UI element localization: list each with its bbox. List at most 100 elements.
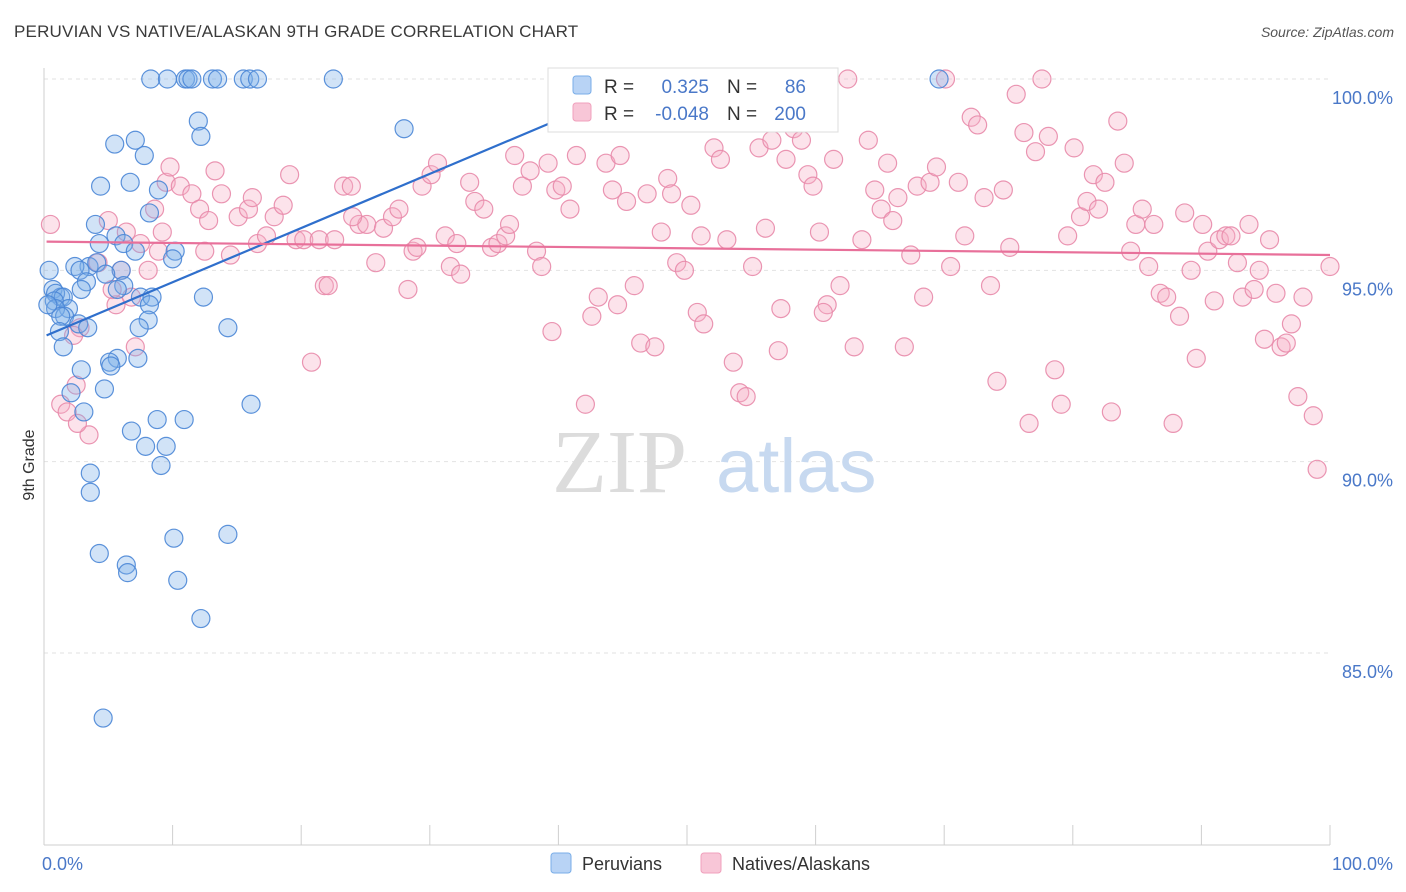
legend-swatch-natives bbox=[572, 102, 592, 122]
data-point bbox=[776, 149, 796, 169]
data-point bbox=[120, 172, 140, 192]
data-point bbox=[134, 145, 154, 166]
data-point bbox=[280, 165, 300, 185]
data-point bbox=[394, 119, 414, 139]
data-point bbox=[941, 256, 961, 277]
y-axis-label: 9th Grade bbox=[21, 429, 38, 500]
data-point bbox=[349, 214, 369, 235]
legend-bottom-label-natives: Natives/Alaskans bbox=[732, 854, 870, 874]
watermark: ZIP atlas bbox=[552, 413, 877, 512]
data-point bbox=[798, 165, 818, 185]
legend-stats: R = 0.325 N = 86 R = -0.048 N = 200 bbox=[547, 67, 839, 133]
data-point bbox=[128, 348, 148, 368]
data-point bbox=[1181, 260, 1201, 280]
data-point bbox=[228, 207, 248, 227]
data-point bbox=[1288, 387, 1308, 407]
data-point bbox=[1045, 360, 1065, 380]
data-point bbox=[1276, 333, 1296, 353]
data-point bbox=[191, 126, 211, 146]
data-point bbox=[199, 210, 219, 231]
data-point bbox=[1232, 287, 1253, 307]
data-point bbox=[1083, 165, 1103, 185]
data-point bbox=[70, 260, 90, 280]
data-point bbox=[607, 295, 628, 315]
data-point bbox=[1254, 329, 1275, 349]
data-point bbox=[926, 157, 947, 177]
legend-r-value-natives: -0.048 bbox=[655, 104, 709, 125]
data-point bbox=[661, 184, 682, 204]
data-point bbox=[771, 299, 791, 319]
data-point bbox=[961, 107, 981, 127]
data-point bbox=[1293, 287, 1313, 307]
data-point bbox=[151, 455, 171, 476]
data-point bbox=[366, 253, 386, 273]
data-point bbox=[566, 145, 587, 166]
data-point bbox=[901, 245, 921, 265]
data-point bbox=[323, 69, 343, 89]
data-point bbox=[168, 570, 188, 590]
data-point bbox=[637, 184, 657, 204]
data-point bbox=[552, 176, 572, 196]
data-point bbox=[65, 256, 85, 277]
data-point bbox=[174, 409, 194, 430]
data-point bbox=[407, 237, 427, 257]
data-point bbox=[674, 260, 695, 280]
data-point bbox=[907, 176, 927, 196]
data-point bbox=[520, 161, 540, 181]
data-point bbox=[96, 264, 116, 284]
data-point bbox=[1216, 226, 1236, 246]
data-point bbox=[694, 314, 714, 334]
data-point bbox=[107, 279, 127, 300]
data-point bbox=[105, 134, 125, 154]
data-point bbox=[38, 295, 58, 315]
data-point bbox=[1307, 459, 1327, 479]
data-point bbox=[195, 241, 215, 261]
data-point bbox=[148, 180, 169, 200]
data-point bbox=[382, 207, 403, 227]
data-point bbox=[710, 149, 731, 169]
data-point bbox=[1014, 122, 1034, 143]
data-point bbox=[1051, 394, 1071, 414]
data-point bbox=[1101, 402, 1121, 422]
data-point bbox=[768, 341, 788, 361]
data-point bbox=[602, 180, 623, 200]
x-tick-label: 100.0% bbox=[1332, 854, 1393, 874]
data-point bbox=[538, 153, 558, 173]
data-point bbox=[138, 260, 158, 280]
data-point bbox=[1320, 256, 1340, 277]
data-point bbox=[803, 176, 823, 196]
data-point bbox=[1271, 337, 1291, 357]
data-point bbox=[948, 172, 968, 192]
data-point bbox=[141, 69, 161, 89]
legend-n-value-peruvians: 86 bbox=[785, 77, 806, 98]
data-point bbox=[488, 233, 508, 254]
data-point bbox=[645, 337, 665, 357]
data-point bbox=[40, 214, 61, 235]
data-point bbox=[398, 279, 418, 300]
data-point bbox=[844, 337, 864, 357]
data-point bbox=[1249, 260, 1269, 280]
data-point bbox=[241, 394, 261, 414]
data-point bbox=[129, 318, 149, 338]
data-point bbox=[125, 130, 145, 150]
y-tick-label: 90.0% bbox=[1342, 471, 1393, 491]
data-point bbox=[824, 149, 844, 169]
legend-n-value-natives: 200 bbox=[774, 104, 806, 125]
data-point bbox=[152, 222, 172, 242]
legend-r-label-peruvians: R = bbox=[604, 77, 634, 98]
chart-source: Source: ZipAtlas.com bbox=[1260, 24, 1394, 40]
y-tick-label: 85.0% bbox=[1342, 662, 1393, 682]
data-point bbox=[1186, 348, 1206, 368]
data-point bbox=[980, 276, 1001, 296]
data-point bbox=[1139, 256, 1159, 277]
y-tick-label: 100.0% bbox=[1332, 88, 1393, 108]
y-tick-label: 95.0% bbox=[1342, 279, 1393, 299]
data-point bbox=[343, 207, 363, 227]
data-point bbox=[691, 226, 711, 246]
y-tick-labels: 100.0% 95.0% 90.0% 85.0% bbox=[1332, 88, 1393, 682]
data-point bbox=[144, 199, 165, 219]
data-point bbox=[791, 130, 812, 150]
data-point bbox=[341, 176, 361, 196]
data-point bbox=[233, 69, 253, 89]
data-point bbox=[273, 195, 293, 215]
